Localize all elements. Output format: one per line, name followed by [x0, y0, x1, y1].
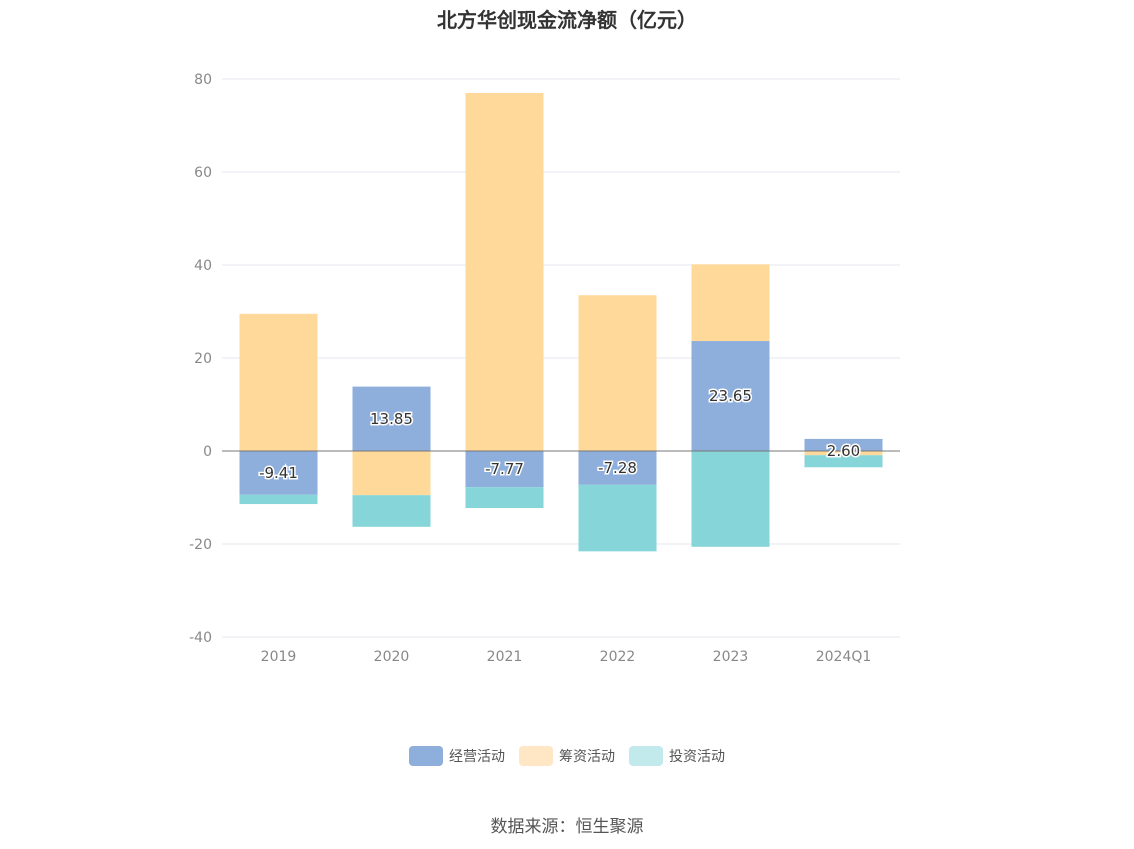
bars [239, 92, 883, 552]
bar-financing-2022[interactable] [578, 295, 657, 451]
x-tick-label: 2023 [713, 649, 749, 665]
x-tick-label: 2020 [374, 649, 410, 665]
x-tick-label: 2022 [600, 649, 636, 665]
bar-investing-2019[interactable] [239, 494, 318, 505]
bar-investing-2023[interactable] [691, 451, 770, 547]
y-tick-label: 40 [194, 258, 212, 274]
chart-title: 北方华创现金流净额（亿元） [437, 8, 697, 32]
data-label-operating-2022: -7.28 [598, 459, 637, 477]
legend-swatch-operating [409, 746, 443, 766]
bar-financing-2024Q1[interactable] [804, 451, 883, 456]
y-tick-label: 80 [194, 72, 212, 88]
grid-lines [222, 78, 900, 638]
legend-item-investing[interactable]: 投资活动 [629, 746, 725, 766]
bar-financing-2020[interactable] [352, 451, 431, 496]
y-tick-label: 0 [203, 444, 212, 460]
bar-operating-2020[interactable] [352, 386, 431, 451]
x-tick-label: 2019 [261, 649, 297, 665]
legend-item-operating[interactable]: 经营活动 [409, 746, 505, 766]
x-axis-ticks: 2019 2020 2021 2022 2023 2024Q1 [261, 649, 872, 665]
bar-operating-2019[interactable] [239, 451, 318, 495]
data-label-operating-2019: -9.41 [259, 464, 298, 482]
bar-operating-2023[interactable] [691, 341, 770, 451]
bar-financing-2019[interactable] [239, 313, 318, 451]
source-note: 数据来源：恒生聚源 [490, 817, 644, 837]
data-label-operating-2023: 23.65 [709, 387, 752, 405]
bar-financing-2023[interactable] [691, 264, 770, 342]
bar-investing-2022[interactable] [578, 484, 657, 552]
bar-operating-2021[interactable] [465, 451, 544, 488]
bar-financing-2021[interactable] [465, 92, 544, 451]
legend: 经营活动 筹资活动 投资活动 [0, 746, 1134, 766]
legend-label-operating: 经营活动 [449, 749, 505, 765]
y-axis-ticks: 80 60 40 20 0 -20 -40 [189, 72, 212, 646]
cashflow-bar-chart: 80 60 40 20 0 -20 -40 2019 2020 2021 2022 2023 2024… [189, 72, 900, 665]
data-label-operating-2020: 13.85 [370, 410, 413, 428]
bar-operating-2024Q1[interactable] [804, 438, 883, 451]
legend-item-financing[interactable]: 筹资活动 [519, 746, 615, 766]
bar-operating-2022[interactable] [578, 451, 657, 485]
bar-investing-2020[interactable] [352, 495, 431, 527]
x-tick-label: 2024Q1 [816, 649, 872, 665]
data-label-operating-2021: -7.77 [485, 460, 524, 478]
y-tick-label: 60 [194, 165, 212, 181]
legend-label-financing: 筹资活动 [559, 749, 615, 765]
legend-swatch-financing [519, 746, 553, 766]
bar-investing-2021[interactable] [465, 487, 544, 509]
y-tick-label: -40 [189, 630, 212, 646]
data-label-operating-2024Q1: 2.60 [827, 442, 860, 460]
y-tick-label: -20 [189, 537, 212, 553]
y-tick-label: 20 [194, 351, 212, 367]
x-tick-label: 2021 [487, 649, 523, 665]
legend-swatch-investing [629, 746, 663, 766]
data-labels: -9.41 13.85 -7.77 -7.28 23.65 2.60 [258, 386, 862, 484]
bar-investing-2024Q1[interactable] [804, 455, 883, 468]
legend-label-investing: 投资活动 [669, 749, 725, 765]
